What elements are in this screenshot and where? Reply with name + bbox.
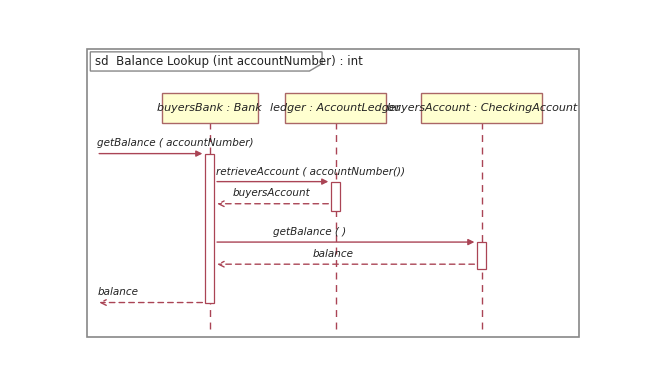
FancyBboxPatch shape xyxy=(162,93,257,123)
Polygon shape xyxy=(90,52,322,71)
Text: ledger : AccountLedger: ledger : AccountLedger xyxy=(270,103,401,113)
Text: buyersAccount: buyersAccount xyxy=(233,188,310,198)
Text: buyersBank : Bank: buyersBank : Bank xyxy=(157,103,262,113)
FancyBboxPatch shape xyxy=(421,93,542,123)
FancyBboxPatch shape xyxy=(331,182,340,211)
FancyBboxPatch shape xyxy=(205,154,214,303)
Text: getBalance ( accountNumber): getBalance ( accountNumber) xyxy=(98,138,254,148)
Text: getBalance ( ): getBalance ( ) xyxy=(273,227,346,237)
Text: balance: balance xyxy=(313,249,354,259)
Text: buyersAccount : CheckingAccount: buyersAccount : CheckingAccount xyxy=(387,103,577,113)
Text: balance: balance xyxy=(98,287,138,297)
Text: retrieveAccount ( accountNumber()): retrieveAccount ( accountNumber()) xyxy=(216,166,405,176)
Text: sd  Balance Lookup (int accountNumber) : int: sd Balance Lookup (int accountNumber) : … xyxy=(96,55,363,68)
FancyBboxPatch shape xyxy=(477,242,486,268)
FancyBboxPatch shape xyxy=(87,49,579,337)
FancyBboxPatch shape xyxy=(285,93,386,123)
